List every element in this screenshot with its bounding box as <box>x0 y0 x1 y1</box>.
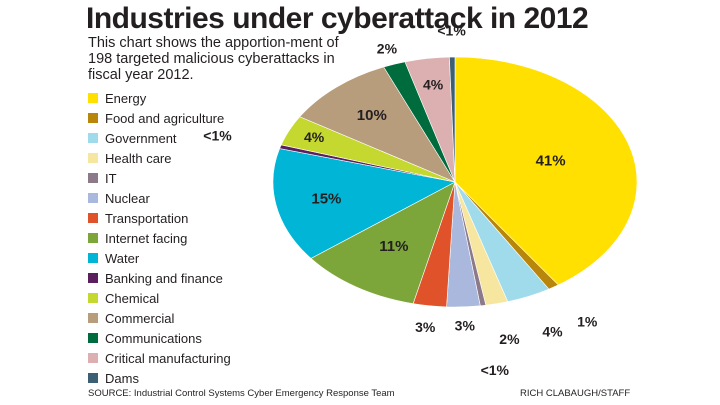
slice-label: 41% <box>536 153 566 170</box>
legend-item: Internet facing <box>88 228 231 248</box>
slice-label: 11% <box>379 238 408 255</box>
slice-label: 3% <box>455 318 476 334</box>
source-note: SOURCE: Industrial Control Systems Cyber… <box>88 388 395 399</box>
legend-label: Banking and finance <box>105 270 223 286</box>
legend-item: Transportation <box>88 208 231 228</box>
slice-label: <1% <box>481 362 510 378</box>
pie-slice <box>310 181 456 304</box>
legend-label: Internet facing <box>105 230 188 246</box>
slice-label: 2% <box>377 41 398 57</box>
pie-slice <box>272 148 456 259</box>
legend-item: Food and agriculture <box>88 108 231 128</box>
legend-item: Government <box>88 128 231 148</box>
slice-label: <1% <box>437 23 466 39</box>
legend-item: Communications <box>88 328 231 348</box>
legend-item: Dams <box>88 368 231 388</box>
legend-swatch <box>88 193 98 203</box>
legend-swatch <box>88 213 98 223</box>
legend-item: Banking and finance <box>88 268 231 288</box>
legend-label: Communications <box>105 330 202 346</box>
legend-swatch <box>88 293 98 303</box>
legend-label: Commercial <box>105 310 175 326</box>
legend-label: Dams <box>105 370 139 386</box>
legend-swatch <box>88 273 98 283</box>
legend-item: Chemical <box>88 288 231 308</box>
legend-label: Water <box>105 250 140 266</box>
slice-label: 10% <box>357 107 387 124</box>
slice-label: 3% <box>415 319 436 335</box>
slice-label: 4% <box>423 76 444 92</box>
legend-swatch <box>88 93 98 103</box>
legend-swatch <box>88 373 98 383</box>
legend-swatch <box>88 253 98 263</box>
legend-label: Energy <box>105 90 147 106</box>
pie-slice <box>454 56 638 286</box>
chart-title: Industries under cyberattack in 2012 <box>86 2 589 35</box>
chart-subtitle: This chart shows the apportion-ment of 1… <box>88 35 339 83</box>
legend-label: Critical manufacturing <box>105 350 231 366</box>
legend-label: IT <box>105 170 117 186</box>
credit-note: RICH CLABAUGH/STAFF <box>520 388 631 399</box>
slice-label: 4% <box>542 324 563 340</box>
legend-label: Health care <box>105 150 172 166</box>
legend-label: Food and agriculture <box>105 110 225 126</box>
slice-label: <1% <box>203 128 232 144</box>
legend-label: Chemical <box>105 290 160 306</box>
legend-swatch <box>88 313 98 323</box>
slice-label: 4% <box>304 129 325 145</box>
slice-label: 15% <box>311 190 341 207</box>
legend-item: Water <box>88 248 231 268</box>
legend-swatch <box>88 173 98 183</box>
legend-item: IT <box>88 168 231 188</box>
legend-item: Nuclear <box>88 188 231 208</box>
legend: Energy Food and agriculture Government Heal… <box>88 88 231 388</box>
legend-swatch <box>88 333 98 343</box>
pie-slice <box>449 56 456 183</box>
legend-swatch <box>88 153 98 163</box>
pie-slice <box>299 66 456 183</box>
legend-item: Energy <box>88 88 231 108</box>
legend-swatch <box>88 233 98 243</box>
legend-label: Government <box>105 130 177 146</box>
slice-label: 2% <box>499 331 520 347</box>
legend-item: Commercial <box>88 308 231 328</box>
legend-swatch <box>88 353 98 363</box>
legend-swatch <box>88 133 98 143</box>
legend-item: Health care <box>88 148 231 168</box>
legend-swatch <box>88 113 98 123</box>
legend-label: Transportation <box>105 210 189 226</box>
legend-label: Nuclear <box>105 190 150 206</box>
slice-label: 1% <box>577 313 598 329</box>
legend-item: Critical manufacturing <box>88 348 231 368</box>
